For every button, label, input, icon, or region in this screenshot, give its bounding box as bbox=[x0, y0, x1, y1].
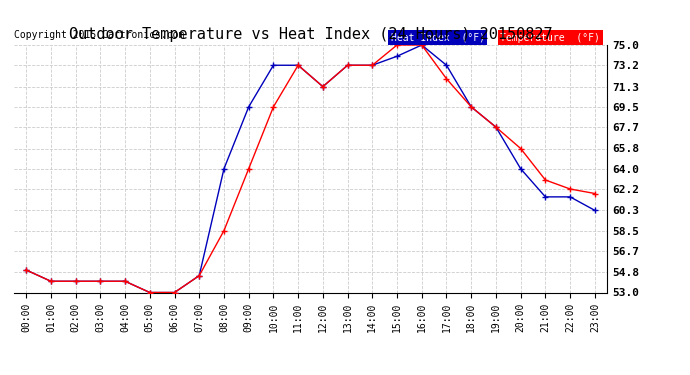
Text: Heat Index  (°F): Heat Index (°F) bbox=[391, 33, 484, 42]
Title: Outdoor Temperature vs Heat Index (24 Hours) 20150827: Outdoor Temperature vs Heat Index (24 Ho… bbox=[69, 27, 552, 42]
Text: Temperature  (°F): Temperature (°F) bbox=[500, 33, 600, 42]
Text: Copyright 2015 Cartronics.com: Copyright 2015 Cartronics.com bbox=[14, 30, 184, 40]
